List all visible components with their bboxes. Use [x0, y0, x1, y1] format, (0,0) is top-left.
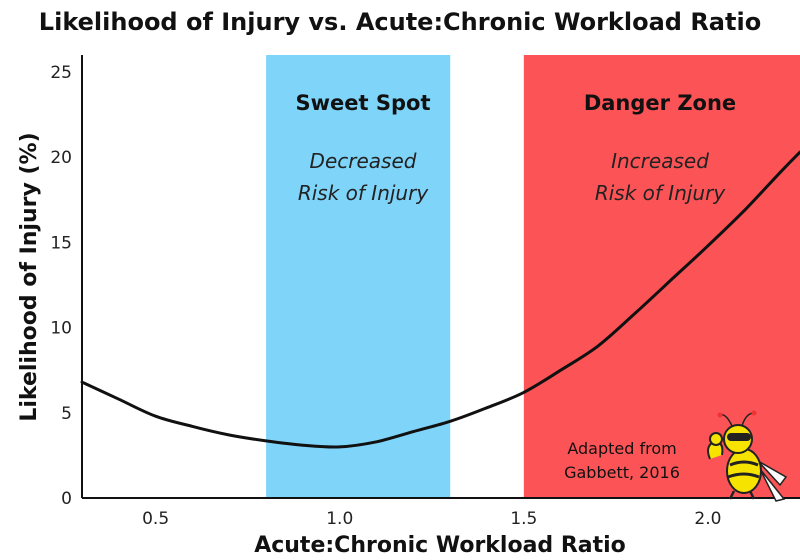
zone-band-0 [266, 55, 451, 498]
y-tick-label: 0 [61, 489, 72, 509]
y-axis-label: Likelihood of Injury (%) [17, 132, 42, 421]
sweet-spot-subtitle-line-2: Risk of Injury [298, 181, 429, 205]
zone-band-1 [523, 55, 800, 498]
credit-line-2: Gabbett, 2016 [564, 463, 680, 482]
zones-layer [266, 55, 800, 498]
series-line [80, 150, 800, 449]
y-tick-label: 5 [61, 404, 72, 424]
chart-title: Likelihood of Injury vs. Acute:Chronic W… [39, 8, 761, 36]
x-tick-label: 0.5 [142, 509, 169, 529]
hornet-mascot-icon [707, 410, 788, 502]
x-tick-label: 2.0 [694, 509, 721, 529]
danger-zone-subtitle-line-1: Increased [611, 149, 709, 173]
sweet-spot-subtitle-line-1: Decreased [310, 149, 417, 173]
x-tick-label: 1.0 [326, 509, 353, 529]
danger-zone-subtitle-line-2: Risk of Injury [595, 181, 726, 205]
sweet-spot-title: Sweet Spot [296, 91, 431, 115]
y-tick-label: 25 [50, 63, 72, 83]
y-tick-label: 20 [50, 148, 72, 168]
x-ticks: 0.5 1.0 1.5 2.0 [142, 509, 721, 529]
y-tick-label: 10 [50, 319, 72, 339]
credit-line-1: Adapted from [567, 439, 676, 458]
danger-zone-title: Danger Zone [584, 91, 736, 115]
y-tick-label: 15 [50, 233, 72, 253]
y-ticks: 0 5 10 15 20 25 [50, 63, 72, 509]
x-axis-label: Acute:Chronic Workload Ratio [254, 533, 626, 558]
x-tick-label: 1.5 [510, 509, 537, 529]
